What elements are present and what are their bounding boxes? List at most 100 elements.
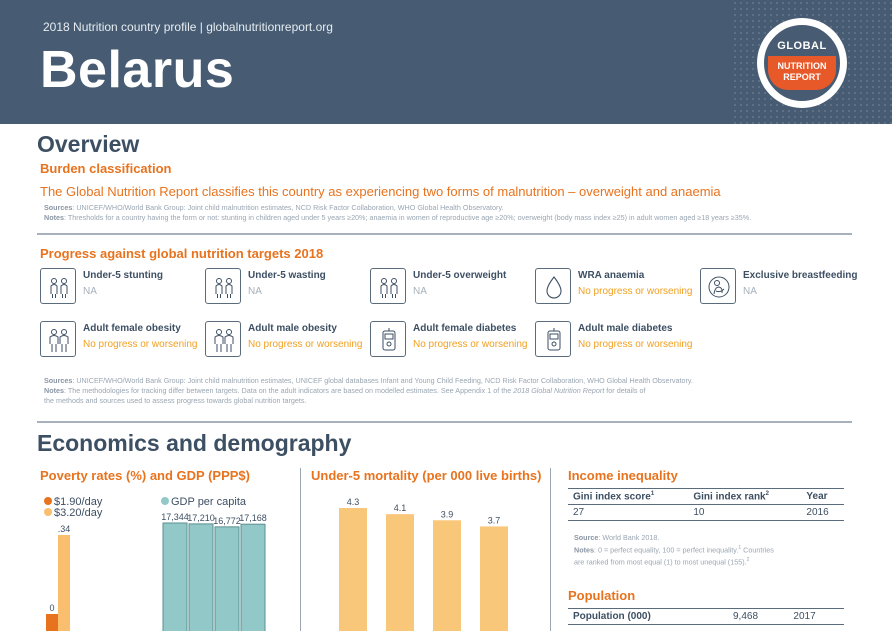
target-status: No progress or worsening <box>83 339 198 350</box>
sources-text: : UNICEF/WHO/World Bank Group: Joint chi… <box>72 203 504 212</box>
mortality-label: 4.1 <box>394 503 407 513</box>
legend-item-gdp: GDP per capita <box>161 496 246 508</box>
mortality-label: 4.3 <box>347 497 360 507</box>
gini-rank-header: Gini index rank2 <box>688 487 802 506</box>
logo-line-2: NUTRITION <box>777 61 827 71</box>
target-status: No progress or worsening <box>413 339 528 350</box>
burden-heading: Burden classification <box>40 161 172 176</box>
notes-label: Notes <box>44 386 64 395</box>
poverty-bar-190 <box>46 614 58 631</box>
gdp-label: 17,210 <box>187 513 215 523</box>
overview-sources: Sources: UNICEF/WHO/World Bank Group: Jo… <box>44 203 874 223</box>
gdp-bar <box>214 526 240 631</box>
mortality-bar <box>433 520 461 631</box>
target-label: Under-5 overweight <box>413 270 507 281</box>
target-label: Under-5 wasting <box>248 270 326 281</box>
target-adult-male-diabetes: Adult male diabetes No progress or worsen… <box>535 321 700 357</box>
header-subtitle: 2018 Nutrition country profile | globaln… <box>43 20 333 34</box>
legend-label: $3.20/day <box>54 507 103 519</box>
mortality-label: 3.7 <box>488 515 501 525</box>
global-nutrition-report-logo: GLOBAL NUTRITION REPORT <box>757 18 847 108</box>
notes-label: Notes <box>44 213 64 222</box>
country-title: Belarus <box>40 41 235 99</box>
section-divider <box>37 421 852 423</box>
legend-item-320: $3.20/day <box>44 507 102 519</box>
target-label: WRA anaemia <box>578 270 645 281</box>
population-label: Population (000) <box>568 608 728 625</box>
poverty-label-320: .34 <box>58 524 71 534</box>
legend-label: $1.90/day <box>54 496 103 508</box>
target-label: Adult male obesity <box>248 323 337 334</box>
sources-text: : UNICEF/WHO/World Bank Group: Joint chi… <box>72 376 693 385</box>
target-adult-female-diabetes: Adult female diabetes No progress or wors… <box>370 321 535 357</box>
children-icon <box>40 268 76 304</box>
legend-swatch <box>44 508 52 516</box>
notes-text-line3: the methods and sources used to assess p… <box>44 396 307 405</box>
legend-swatch <box>161 497 169 505</box>
gdp-bar <box>162 522 188 631</box>
section-divider <box>37 233 852 235</box>
poverty-label-190: 0 <box>49 603 54 613</box>
target-wra-anaemia: WRA anaemia No progress or worsening <box>535 268 700 304</box>
progress-sources: Sources: UNICEF/WHO/World Bank Group: Jo… <box>44 376 854 406</box>
target-status: No progress or worsening <box>248 339 363 350</box>
gini-score-value: 27 <box>568 504 689 522</box>
population-heading: Population <box>568 588 636 603</box>
population-table: Population (000) 9,468 2017 <box>568 608 844 625</box>
mortality-label: 3.9 <box>441 509 454 519</box>
population-year: 2017 <box>788 608 844 625</box>
target-status: NA <box>248 286 262 297</box>
target-under-5-stunting: Under-5 stunting NA <box>40 268 205 304</box>
legend-label: GDP per capita <box>171 496 247 508</box>
gini-rank-value: 10 <box>688 504 802 522</box>
notes-text-cont: for details of <box>604 386 646 395</box>
adults-icon <box>40 321 76 357</box>
legend-item-190: $1.90/day <box>44 496 102 508</box>
adults-icon <box>205 321 241 357</box>
glucose-meter-icon <box>370 321 406 357</box>
notes-text: : The methodologies for tracking differ … <box>63 386 514 395</box>
gdp-label: 16,772 <box>213 516 241 526</box>
population-value: 9,468 <box>728 608 789 625</box>
year-header: Year <box>801 487 844 506</box>
mortality-heading: Under-5 mortality (per 000 live births) <box>311 468 542 483</box>
logo-line-1: GLOBAL <box>777 40 827 52</box>
gini-table: Gini index score1 Gini index rank2 Year … <box>568 487 844 522</box>
blood-drop-icon <box>535 268 571 304</box>
target-label: Exclusive breastfeeding <box>743 270 858 281</box>
sources-label: Sources <box>44 203 73 212</box>
target-status: NA <box>743 286 757 297</box>
legend-swatch <box>44 497 52 505</box>
header-banner: 2018 Nutrition country profile | globaln… <box>0 0 892 124</box>
gdp-label: 17,344 <box>161 512 189 522</box>
breastfeeding-icon <box>700 268 736 304</box>
target-label: Under-5 stunting <box>83 270 163 281</box>
poverty-heading: Poverty rates (%) and GDP (PPP$) <box>40 468 250 483</box>
target-label: Adult female diabetes <box>413 323 517 334</box>
target-under-5-overweight: Under-5 overweight NA <box>370 268 535 304</box>
mortality-bar <box>480 526 508 631</box>
target-under-5-wasting: Under-5 wasting NA <box>205 268 370 304</box>
overview-title: Overview <box>37 131 140 157</box>
gdp-bar <box>240 523 266 631</box>
target-label: Adult female obesity <box>83 323 181 334</box>
income-heading: Income inequality <box>568 468 678 483</box>
target-status: NA <box>83 286 97 297</box>
target-label: Adult male diabetes <box>578 323 673 334</box>
column-divider <box>300 468 301 631</box>
children-icon <box>205 268 241 304</box>
gdp-bar <box>188 523 214 631</box>
progress-heading: Progress against global nutrition target… <box>40 246 324 261</box>
burden-classification-text: The Global Nutrition Report classifies t… <box>40 184 721 199</box>
poverty-bar-320 <box>58 535 70 631</box>
target-adult-male-obesity: Adult male obesity No progress or worseni… <box>205 321 370 357</box>
glucose-meter-icon <box>535 321 571 357</box>
year-value: 2016 <box>801 504 844 522</box>
target-exclusive-breastfeeding: Exclusive breastfeeding NA <box>700 268 865 304</box>
target-status: No progress or worsening <box>578 286 693 297</box>
column-divider <box>550 468 551 631</box>
notes-text: : Thresholds for a country having the fo… <box>63 213 752 222</box>
target-adult-female-obesity: Adult female obesity No progress or worse… <box>40 321 205 357</box>
children-icon <box>370 268 406 304</box>
income-sources: Source: World Bank 2018. Notes: 0 = perf… <box>574 533 774 567</box>
